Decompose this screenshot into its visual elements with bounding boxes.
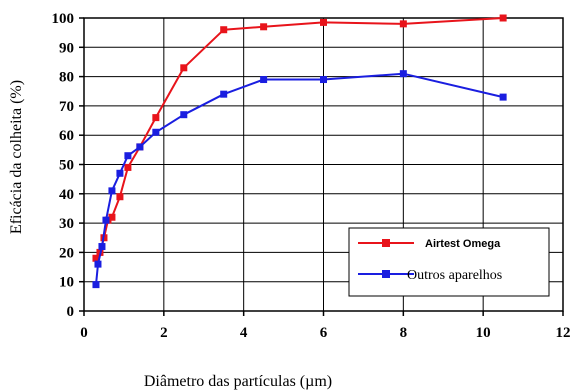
legend-label-outros-aparelhos: Outros aparelhos: [407, 268, 502, 283]
data-point-airtest-omega: [320, 18, 327, 26]
data-point-outros-aparelhos: [94, 260, 102, 268]
y-tick-label: 20: [59, 245, 74, 261]
y-tick-label: 50: [59, 158, 74, 174]
y-tick-label: 10: [59, 275, 74, 291]
y-tick-label: 80: [59, 70, 74, 86]
legend: Airtest Omega Outros aparelhos: [348, 227, 550, 297]
data-point-airtest-omega: [399, 20, 407, 28]
legend-swatch-marker-outros-aparelhos: [382, 270, 390, 278]
x-tick-label: 8: [400, 325, 408, 341]
x-tick-label: 0: [80, 325, 88, 341]
data-point-outros-aparelhos: [136, 143, 144, 151]
data-point-outros-aparelhos: [124, 152, 132, 160]
series-line-airtest-omega: [95, 17, 504, 259]
legend-item-airtest-omega: Airtest Omega: [358, 238, 501, 250]
y-axis-title: Eficácia da colheita (%): [8, 80, 25, 234]
y-tick-label: 30: [59, 216, 74, 232]
data-point-airtest-omega: [220, 26, 228, 34]
data-point-airtest-omega: [108, 213, 116, 221]
data-point-airtest-omega: [92, 254, 100, 262]
y-tick-label: 60: [59, 128, 74, 144]
x-tick-label: 10: [476, 325, 491, 341]
data-point-outros-aparelhos: [260, 76, 268, 84]
data-point-outros-aparelhos: [116, 169, 124, 177]
data-point-outros-aparelhos: [499, 93, 507, 101]
series-airtest-omega: [92, 14, 507, 262]
data-point-outros-aparelhos: [180, 111, 188, 119]
data-point-outros-aparelhos: [320, 76, 327, 84]
y-tick-label: 100: [52, 11, 75, 27]
data-point-airtest-omega: [260, 23, 268, 31]
data-point-outros-aparelhos: [108, 187, 116, 195]
x-tick-label: 4: [240, 325, 248, 341]
data-point-outros-aparelhos: [98, 243, 106, 251]
x-tick-label: 2: [160, 325, 168, 341]
y-tick-label: 90: [59, 40, 74, 56]
data-point-outros-aparelhos: [92, 281, 100, 289]
legend-swatch-marker-airtest-omega: [382, 239, 390, 247]
data-point-outros-aparelhos: [220, 90, 228, 98]
data-point-outros-aparelhos: [102, 216, 110, 224]
x-tick-label: 12: [556, 325, 571, 341]
data-point-outros-aparelhos: [152, 128, 160, 136]
data-point-airtest-omega: [499, 14, 507, 22]
data-point-airtest-omega: [116, 193, 124, 201]
data-point-airtest-omega: [152, 114, 160, 122]
series-group: [92, 14, 507, 289]
y-tick-label: 40: [59, 187, 74, 203]
y-tick-label: 70: [59, 99, 74, 115]
y-tick-label: 0: [67, 304, 75, 320]
series-outros-aparelhos: [92, 70, 507, 289]
x-axis-ticks: 0 2 4 6 8 10 12: [80, 311, 571, 341]
data-point-outros-aparelhos: [399, 70, 407, 78]
y-axis-ticks: 0 10 20 30 40 50 60 70 80 90 100: [52, 11, 84, 320]
x-axis-title: Diâmetro das partículas (µm): [144, 373, 332, 390]
legend-item-outros-aparelhos: Outros aparelhos: [358, 268, 502, 283]
legend-label-airtest-omega: Airtest Omega: [425, 238, 501, 250]
x-tick-label: 6: [320, 325, 328, 341]
data-point-airtest-omega: [180, 64, 188, 72]
data-point-airtest-omega: [124, 163, 132, 171]
